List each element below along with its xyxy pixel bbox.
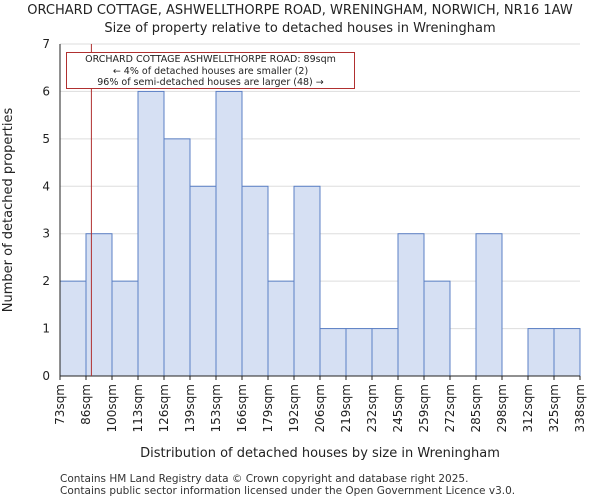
bar (85, 233, 113, 377)
y-tick-label: 6 (42, 84, 50, 98)
bar (267, 280, 295, 377)
x-tick-label: 272sqm (443, 384, 457, 432)
property-annotation: ORCHARD COTTAGE ASHWELLTHORPE ROAD: 89sq… (66, 52, 355, 89)
annotation-line-1: ORCHARD COTTAGE ASHWELLTHORPE ROAD: 89sq… (85, 54, 336, 65)
x-tick-label: 100sqm (105, 384, 119, 432)
footer-copyright: Contains HM Land Registry data © Crown c… (60, 473, 469, 485)
x-tick-label: 153sqm (209, 384, 223, 432)
x-tick-label: 285sqm (469, 384, 483, 432)
bar (475, 233, 503, 377)
x-tick-label: 113sqm (131, 384, 145, 432)
bar (345, 328, 373, 377)
x-tick-label: 245sqm (391, 384, 405, 432)
bar (189, 185, 217, 377)
x-tick-label: 126sqm (157, 384, 171, 432)
y-tick-label: 2 (42, 274, 50, 288)
chart-title: ORCHARD COTTAGE, ASHWELLTHORPE ROAD, WRE… (27, 3, 573, 18)
bar (241, 185, 269, 377)
x-tick-label: 73sqm (53, 384, 67, 425)
bar (397, 233, 425, 377)
x-tick-label: 232sqm (365, 384, 379, 432)
x-tick-label: 206sqm (313, 384, 327, 432)
bar (371, 328, 399, 377)
bar (59, 280, 87, 377)
x-tick-label: 179sqm (261, 384, 275, 432)
annotation-line-3: 96% of semi-detached houses are larger (… (97, 77, 324, 88)
y-tick-label: 7 (42, 37, 50, 51)
x-tick-label: 219sqm (339, 384, 353, 432)
x-tick-label: 325sqm (547, 384, 561, 432)
footer-licence: Contains public sector information licen… (60, 485, 516, 497)
bar (319, 328, 347, 377)
y-axis-label: Number of detached properties (1, 108, 16, 313)
bar (215, 90, 243, 377)
bar (111, 280, 139, 377)
bar (137, 90, 165, 377)
bar (527, 328, 555, 377)
y-tick-label: 3 (42, 227, 50, 241)
x-tick-label: 312sqm (521, 384, 535, 432)
bar (553, 328, 581, 377)
y-tick-label: 0 (42, 369, 50, 383)
x-tick-label: 86sqm (79, 384, 93, 425)
annotation-line-2: ← 4% of detached houses are smaller (2) (112, 65, 309, 77)
x-tick-label: 259sqm (417, 384, 431, 432)
x-axis-label: Distribution of detached houses by size … (140, 446, 500, 461)
bar (293, 185, 321, 377)
chart-subtitle: Size of property relative to detached ho… (104, 21, 496, 36)
bar (163, 138, 191, 377)
x-tick-label: 298sqm (495, 384, 509, 432)
x-tick-label: 166sqm (235, 384, 249, 432)
x-tick-label: 192sqm (287, 384, 301, 432)
x-tick-label: 338sqm (573, 384, 587, 432)
y-tick-label: 4 (42, 179, 50, 193)
x-tick-label: 139sqm (183, 384, 197, 432)
y-tick-label: 5 (42, 132, 50, 146)
y-tick-label: 1 (42, 322, 50, 336)
bar (423, 280, 451, 377)
